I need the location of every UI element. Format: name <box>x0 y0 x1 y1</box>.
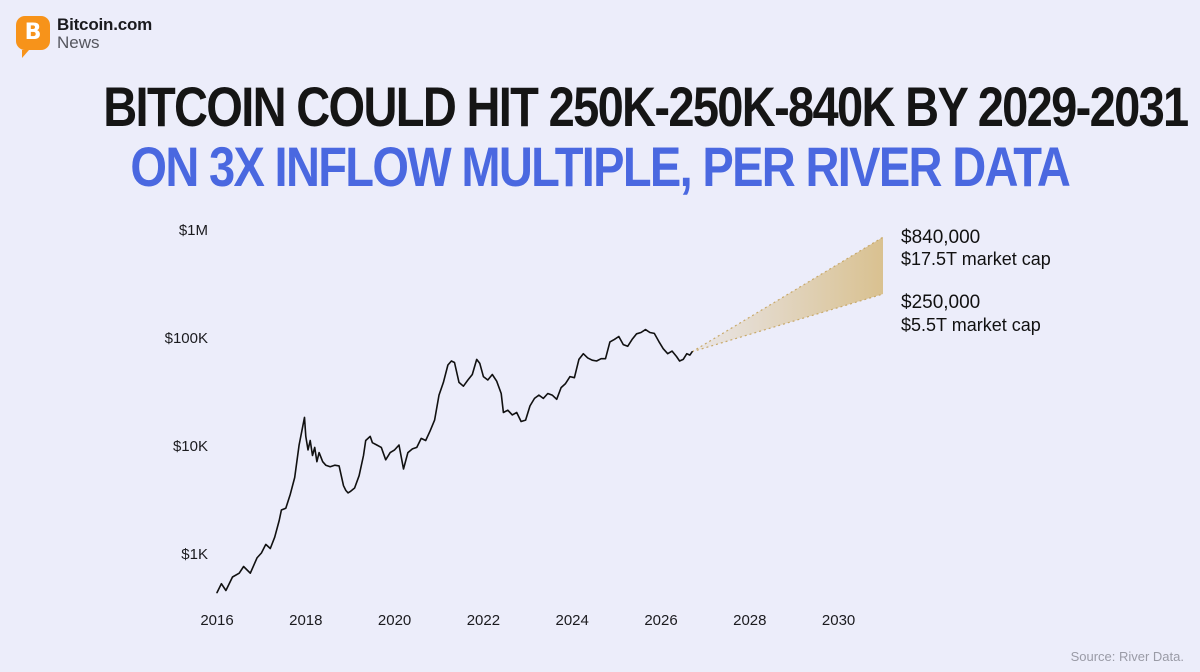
y-tick-label: $10K <box>173 438 208 455</box>
headline-line-1: BITCOIN COULD HIT 250K-250K-840K BY 2029… <box>0 74 1200 139</box>
brand-wordmark: Bitcoin.com News <box>57 16 152 52</box>
x-tick-label: 2018 <box>289 612 322 629</box>
x-tick-label: 2026 <box>644 612 677 629</box>
projection-low-line <box>691 293 884 353</box>
high-target-sublabel: $17.5T market cap <box>901 249 1051 269</box>
high-target-label: $840,000 <box>901 227 980 248</box>
y-tick-label: $1K <box>181 546 208 563</box>
x-tick-label: 2016 <box>200 612 233 629</box>
x-tick-label: 2022 <box>467 612 500 629</box>
projection-high-line <box>691 236 884 353</box>
headline-line-2-text: ON 3X INFLOW MULTIPLE, PER RIVER DATA <box>130 135 1071 198</box>
bitcoin-icon: B <box>16 16 50 58</box>
source-note: Source: River Data. <box>1070 649 1184 664</box>
brand-name: Bitcoin.com <box>57 15 153 34</box>
x-tick-label: 2030 <box>822 612 855 629</box>
brand-sub: News <box>57 33 100 52</box>
headline-line-2: ON 3X INFLOW MULTIPLE, PER RIVER DATA <box>0 134 1200 199</box>
brand-logo: B Bitcoin.com News <box>16 16 152 58</box>
x-tick-label: 2020 <box>378 612 411 629</box>
y-tick-label: $1M <box>179 222 208 239</box>
low-target-label: $250,000 <box>901 292 980 313</box>
x-tick-label: 2024 <box>556 612 589 629</box>
headline-line-1-text: BITCOIN COULD HIT 250K-250K-840K BY 2029… <box>103 75 1189 138</box>
low-target-sublabel: $5.5T market cap <box>901 315 1041 335</box>
x-tick-label: 2028 <box>733 612 766 629</box>
y-tick-label: $100K <box>165 330 208 347</box>
price-line <box>216 328 693 594</box>
